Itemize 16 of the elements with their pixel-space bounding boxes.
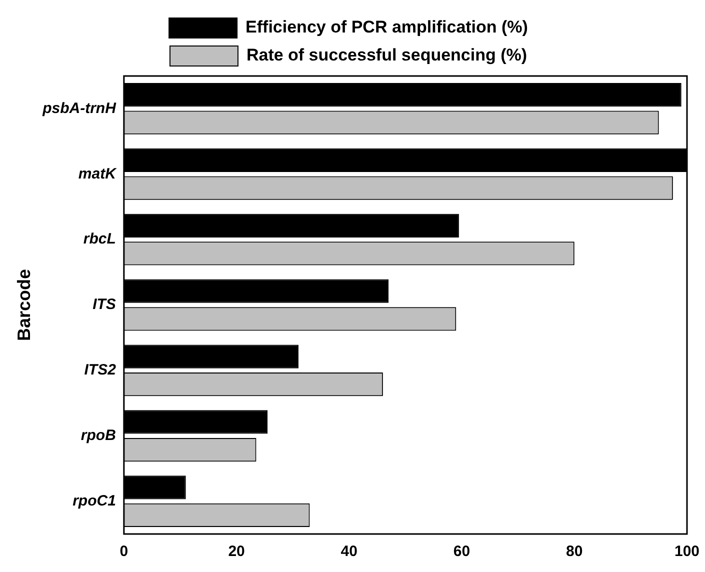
y-tick-label: matK — [78, 165, 118, 182]
y-tick-label: rpoB — [80, 427, 116, 444]
y-tick-label: ITS — [92, 296, 116, 314]
y-axis-title: Barcode — [14, 268, 34, 342]
x-tick-label: 60 — [453, 543, 470, 560]
y-tick-label: ITS2 — [84, 362, 117, 379]
x-tick-label: 40 — [340, 543, 358, 560]
x-tick-label: 20 — [228, 543, 245, 560]
y-tick-label: rbcL — [83, 230, 116, 248]
x-tick-label: 100 — [674, 543, 700, 560]
legend-label: Efficiency of PCR amplification (%) — [246, 18, 528, 37]
x-tick-label: 0 — [120, 543, 128, 560]
x-tick-label: 80 — [566, 543, 583, 560]
y-tick-label: rpoC1 — [72, 492, 116, 510]
legend-label: Rate of successful sequencing (%) — [246, 46, 528, 65]
y-tick-label: psbA-trnH — [42, 100, 118, 117]
